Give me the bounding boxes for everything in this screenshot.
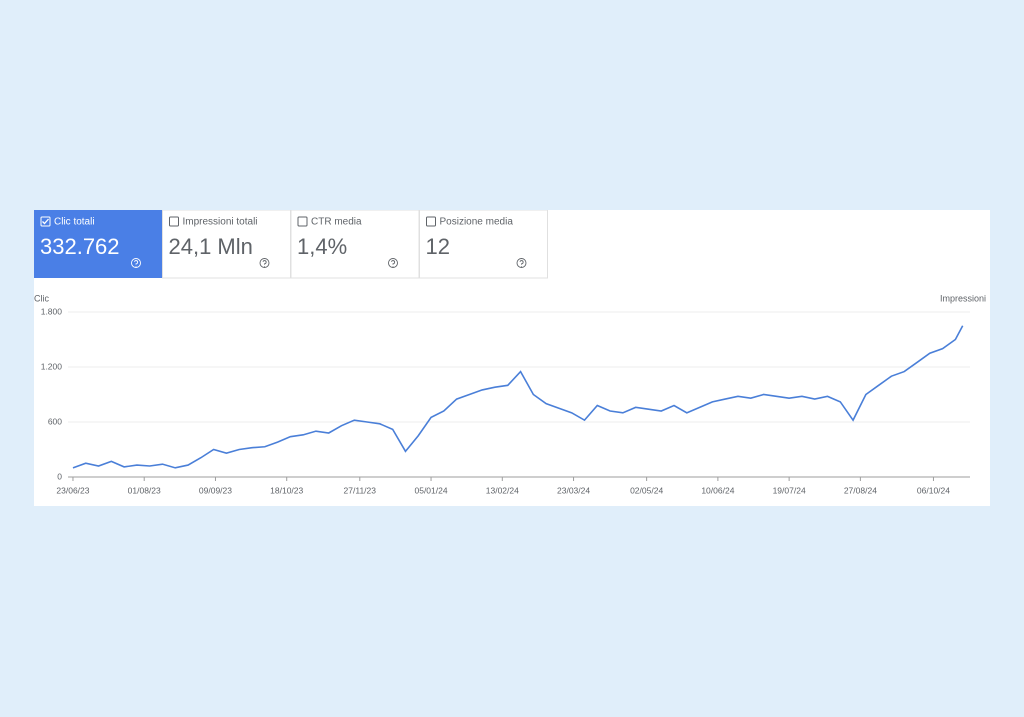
y-tick-label: 1.200 xyxy=(41,361,63,371)
x-tick-label: 06/10/24 xyxy=(917,485,950,495)
help-icon-mark xyxy=(262,260,267,267)
x-tick-label: 27/08/24 xyxy=(844,485,877,495)
chart: Clic totali 332.762 Impressioni totali 24,1… xyxy=(34,209,986,495)
help-icon[interactable] xyxy=(516,258,527,268)
metric-label: Posizione media xyxy=(440,217,514,228)
x-tick-label: 02/05/24 xyxy=(630,485,663,495)
metric-value: 12 xyxy=(426,234,450,259)
metric-value: 24,1 Mln xyxy=(169,234,253,259)
checkbox[interactable] xyxy=(297,216,308,227)
checkbox[interactable] xyxy=(169,216,179,227)
x-tick-label: 01/08/23 xyxy=(128,485,161,495)
help-icon-mark xyxy=(391,260,396,267)
checkbox[interactable] xyxy=(40,216,51,227)
performance-panel: Clic totali 332.762 Impressioni totali 24,1… xyxy=(34,209,990,506)
help-icon[interactable] xyxy=(259,258,270,268)
help-icon-mark xyxy=(519,260,524,267)
y-tick-label: 1.800 xyxy=(41,306,63,316)
metric-label: Impressioni totali xyxy=(183,217,258,228)
y-tick-label: 0 xyxy=(57,471,62,481)
metric-label: CTR media xyxy=(311,217,362,228)
y2-axis-label: Impressioni xyxy=(940,293,986,303)
x-tick-label: 10/06/24 xyxy=(701,485,734,495)
data-line xyxy=(72,325,964,469)
metric-card[interactable] xyxy=(290,209,420,279)
metric-value: 332.762 xyxy=(40,234,120,259)
x-tick-label: 19/07/24 xyxy=(773,485,806,495)
checkbox[interactable] xyxy=(426,216,436,227)
help-icon-mark xyxy=(134,260,139,267)
y-tick-label: 600 xyxy=(48,416,62,426)
metric-card[interactable] xyxy=(162,209,291,279)
checkmark xyxy=(42,218,49,225)
x-tick-label: 18/10/23 xyxy=(270,485,303,495)
x-tick-label: 23/03/24 xyxy=(557,485,590,495)
x-tick-label: 13/02/24 xyxy=(486,485,519,495)
x-tick-label: 05/01/24 xyxy=(414,485,447,495)
y-axis-label: Clic xyxy=(34,293,49,303)
metric-label: Clic totali xyxy=(54,217,95,228)
metric-card[interactable] xyxy=(34,210,162,278)
x-tick-label: 23/06/23 xyxy=(56,485,89,495)
metric-card[interactable] xyxy=(419,209,548,279)
metric-value: 1,4% xyxy=(297,234,347,259)
help-icon[interactable] xyxy=(131,258,141,268)
x-tick-label: 09/09/23 xyxy=(199,485,232,495)
x-tick-label: 27/11/23 xyxy=(344,485,377,495)
help-icon[interactable] xyxy=(388,258,398,268)
